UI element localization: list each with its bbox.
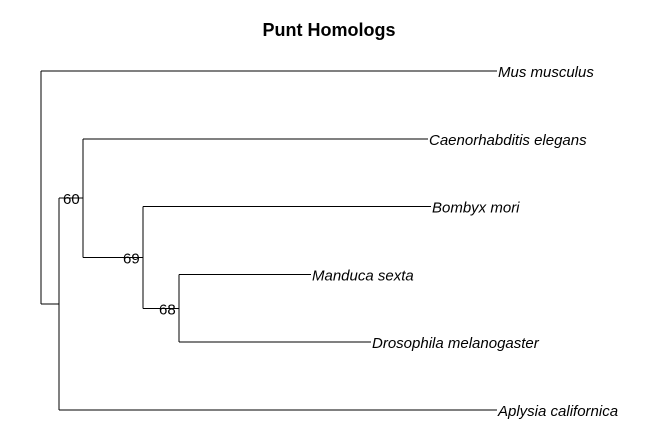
support-value-69: 69 bbox=[123, 250, 140, 267]
taxon-label-drosophila-melanogaster: Drosophila melanogaster bbox=[372, 335, 540, 352]
taxon-label-bombyx-mori: Bombyx mori bbox=[432, 200, 520, 217]
taxon-label-manduca-sexta: Manduca sexta bbox=[312, 267, 414, 284]
support-value-68: 68 bbox=[159, 301, 176, 318]
tree-edges bbox=[40, 70, 497, 411]
chart-title: Punt Homologs bbox=[263, 20, 396, 40]
taxon-label-mus-musculus: Mus musculus bbox=[498, 64, 594, 81]
support-value-60: 60 bbox=[63, 191, 80, 208]
tree-labels: Mus musculus Caenorhabditis elegans Bombyx… bbox=[63, 64, 618, 420]
taxon-label-aplysia-californica: Aplysia californica bbox=[497, 403, 618, 420]
taxon-label-caenorhabditis-elegans: Caenorhabditis elegans bbox=[429, 132, 587, 149]
